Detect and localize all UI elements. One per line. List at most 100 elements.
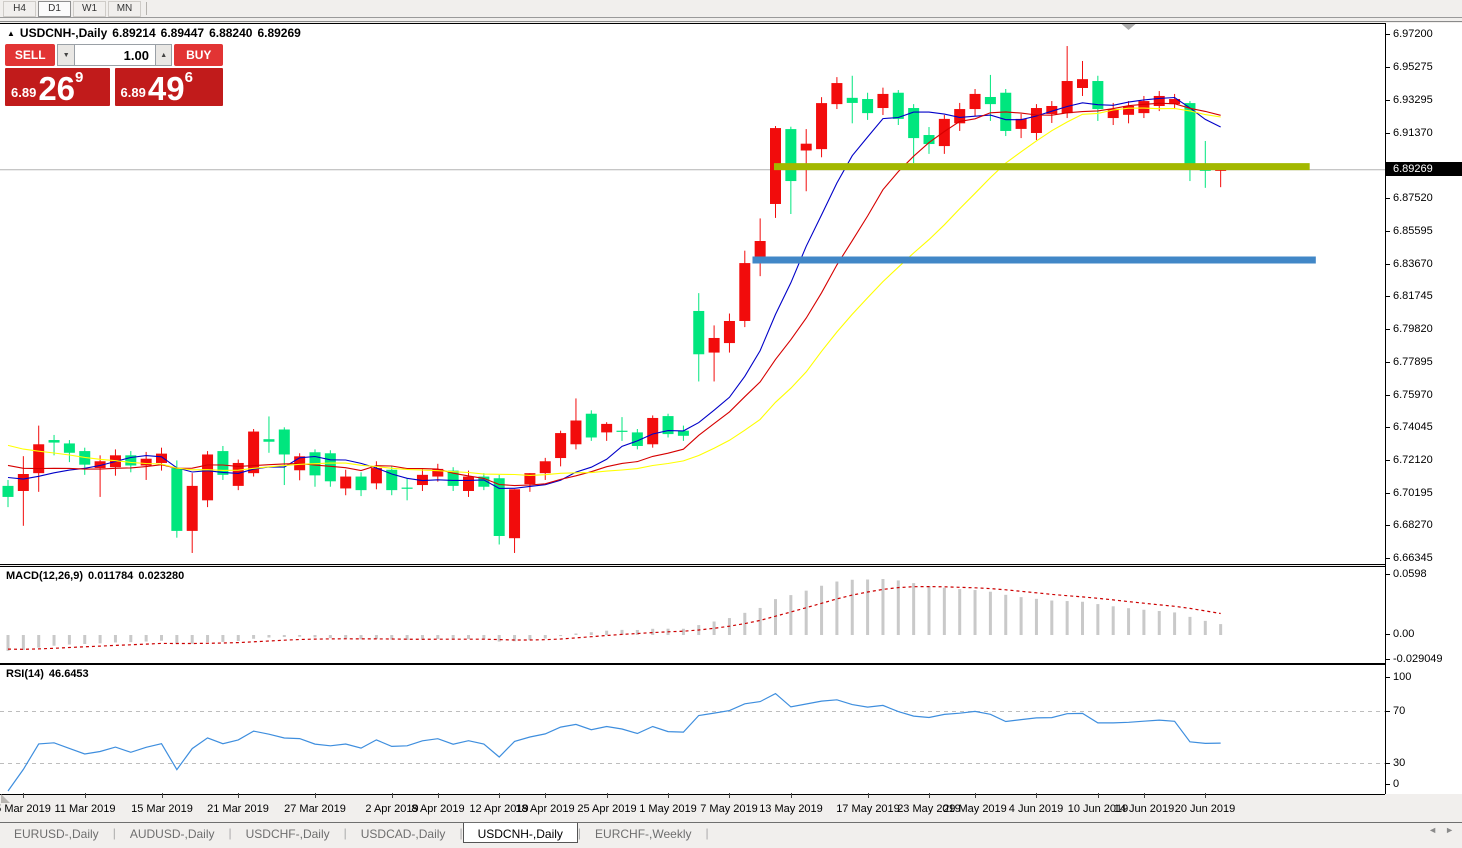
tab-audusd-daily[interactable]: AUDUSD-,Daily: [129, 827, 215, 841]
time-axis-label: 21 Mar 2019: [207, 803, 269, 815]
tab-usdcnh-daily[interactable]: USDCNH-,Daily: [462, 823, 578, 843]
candle: [1123, 101, 1135, 124]
time-axis-label: 5 Mar 2019: [0, 803, 51, 815]
tab-eurchf-weekly[interactable]: EURCHF-,Weekly: [595, 827, 692, 841]
candle: [1169, 93, 1181, 110]
candle: [94, 455, 106, 497]
macd-canvas[interactable]: [0, 567, 1385, 663]
buy-price-big: 49: [147, 70, 185, 107]
timeframe-button-d1[interactable]: D1: [38, 0, 71, 17]
candle: [754, 218, 766, 277]
ma-line-mid: [7, 102, 1221, 487]
time-tick: [975, 793, 976, 798]
price-axis-label: 6.66345: [1393, 552, 1433, 564]
candle: [984, 74, 996, 121]
candle: [908, 104, 920, 164]
sell-button[interactable]: SELL: [5, 44, 56, 66]
buy-button[interactable]: BUY: [174, 44, 223, 66]
time-axis-label: 23 May 2019: [897, 803, 961, 815]
time-axis-label: 17 May 2019: [836, 803, 900, 815]
buy-price-box[interactable]: 6.89 49 6: [114, 68, 223, 107]
candle: [616, 417, 628, 441]
time-axis-label: 15 Mar 2019: [131, 803, 193, 815]
tab-eurusd-daily[interactable]: EURUSD-,Daily: [14, 827, 99, 841]
rsi-canvas[interactable]: [0, 665, 1385, 794]
price-axis-label: 6.83670: [1393, 258, 1433, 270]
candle: [140, 451, 152, 480]
time-tick: [438, 793, 439, 798]
chart-title: ▲ USDCNH-,Daily 6.89214 6.89447 6.88240 …: [7, 26, 301, 40]
macd-signal-line: [7, 585, 1221, 650]
price-chart-panel[interactable]: [0, 23, 1385, 565]
time-axis-label: 10 Jun 2019: [1067, 803, 1129, 815]
time-axis-label: 7 May 2019: [700, 803, 758, 815]
candle: [17, 456, 29, 526]
chart-shift-marker-icon[interactable]: [1121, 24, 1136, 30]
tab-scroll-left-icon[interactable]: ◄: [1428, 825, 1438, 835]
price-axis[interactable]: 6.97200 6.95275 6.93295 6.91370 6.87520 6.855…: [1386, 23, 1462, 794]
toolbar-separator: [146, 2, 147, 15]
candle: [355, 472, 367, 497]
rsi-value: 46.6453: [48, 668, 89, 680]
rsi-axis-label: 0: [1393, 778, 1400, 790]
candle: [1153, 91, 1165, 112]
price-chart-canvas[interactable]: [0, 24, 1385, 564]
candle: [171, 460, 183, 538]
tab-separator: |: [112, 826, 116, 840]
timeframe-button-mn[interactable]: MN: [108, 0, 141, 17]
time-tick: [85, 793, 86, 798]
candle: [770, 126, 781, 218]
time-tick: [1144, 793, 1145, 798]
time-axis[interactable]: 5 Mar 2019 11 Mar 2019 15 Mar 2019 21 Mar 2…: [0, 793, 1385, 822]
timeframe-button-h4[interactable]: H4: [3, 0, 36, 17]
candle: [1077, 60, 1088, 96]
candle: [693, 293, 705, 382]
macd-panel[interactable]: [0, 566, 1385, 664]
rsi-axis-label: 30: [1393, 756, 1406, 769]
time-axis-label: 27 Mar 2019: [284, 803, 346, 815]
sell-price-big: 26: [38, 70, 76, 107]
tab-usdcad-daily[interactable]: USDCAD-,Daily: [360, 827, 446, 841]
candle: [401, 478, 413, 501]
candle: [647, 415, 659, 448]
rsi-label: RSI(14) 46.6453: [6, 668, 89, 680]
volume-decrease-button[interactable]: ▼: [57, 44, 75, 66]
candle: [862, 92, 874, 120]
sell-price-box[interactable]: 6.89 26 9: [5, 68, 110, 106]
time-axis-label: 12 Apr 2019: [469, 803, 529, 815]
price-axis-label: 6.85595: [1393, 225, 1433, 237]
candle: [1046, 101, 1058, 123]
price-axis-label: 6.75970: [1393, 389, 1433, 401]
collapse-arrow-icon[interactable]: ▲: [7, 28, 15, 38]
tab-scroll-right-icon[interactable]: ►: [1445, 825, 1454, 835]
price-axis-label: 6.77895: [1393, 356, 1433, 368]
candle: [1015, 113, 1027, 139]
candle: [1107, 102, 1119, 126]
candle: [217, 445, 229, 480]
candle: [846, 75, 858, 124]
candle: [33, 425, 45, 492]
tab-separator: |: [459, 826, 463, 840]
time-axis-label: 13 May 2019: [759, 803, 823, 815]
candle: [800, 129, 812, 192]
candle: [524, 473, 536, 492]
time-axis-label: 11 Mar 2019: [54, 803, 116, 815]
timeframe-button-w1[interactable]: W1: [73, 0, 106, 17]
time-tick: [791, 793, 792, 798]
sell-price-pip: 9: [75, 69, 84, 86]
one-click-trade-panel: SELL ▼ ▲ BUY 6.89 26 9 6.89 49 6: [5, 44, 223, 106]
macd-value-main: 0.011784: [88, 570, 134, 582]
time-tick: [392, 793, 393, 798]
tab-usdchf-daily[interactable]: USDCHF-,Daily: [245, 827, 330, 841]
time-axis-label: 20 Jun 2019: [1174, 803, 1236, 815]
time-tick: [238, 793, 239, 798]
candle: [386, 466, 398, 496]
rsi-panel[interactable]: [0, 664, 1385, 795]
candle: [340, 469, 352, 496]
volume-increase-button[interactable]: ▲: [154, 44, 173, 66]
candle: [938, 114, 950, 154]
volume-input[interactable]: [74, 44, 155, 66]
ma-line-fast: [7, 96, 1221, 489]
candle: [1092, 75, 1104, 121]
